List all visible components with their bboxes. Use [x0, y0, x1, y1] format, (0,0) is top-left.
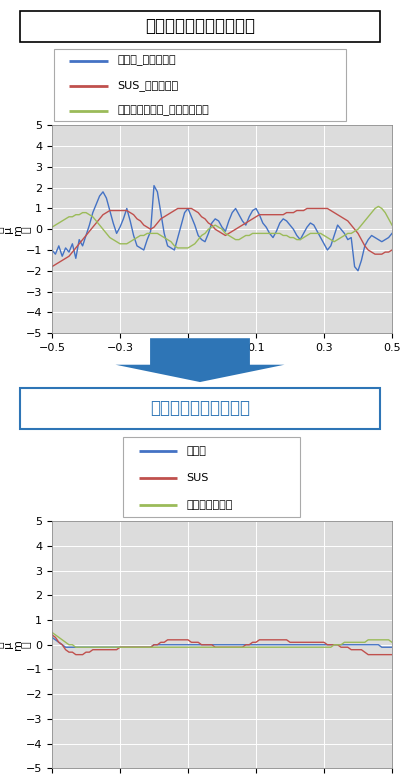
- X-axis label: 高さ（mm）: 高さ（mm）: [195, 357, 249, 370]
- Polygon shape: [116, 338, 284, 382]
- Text: SUS_正反射設置: SUS_正反射設置: [118, 81, 178, 92]
- Text: SUS: SUS: [186, 473, 209, 483]
- Text: 白色セラミック: 白色セラミック: [186, 501, 233, 511]
- Text: 白色セラミック_拡散反射設置: 白色セラミック_拡散反射設置: [118, 106, 209, 116]
- FancyBboxPatch shape: [54, 49, 346, 121]
- FancyBboxPatch shape: [20, 388, 380, 429]
- FancyBboxPatch shape: [20, 11, 380, 42]
- FancyBboxPatch shape: [123, 438, 300, 517]
- Text: 誤
差
量
（
μ
m
）: 誤 差 量 （ μ m ）: [0, 639, 32, 650]
- Text: ミラー_正反射設置: ミラー_正反射設置: [118, 56, 176, 67]
- Text: ミラー: ミラー: [186, 445, 206, 456]
- Text: 従来のレーザ変位センサ: 従来のレーザ変位センサ: [145, 16, 255, 35]
- Text: 白色共焦点変位センサ: 白色共焦点変位センサ: [150, 399, 250, 417]
- Text: 誤
差
量
（
μ
m
）: 誤 差 量 （ μ m ）: [0, 223, 32, 234]
